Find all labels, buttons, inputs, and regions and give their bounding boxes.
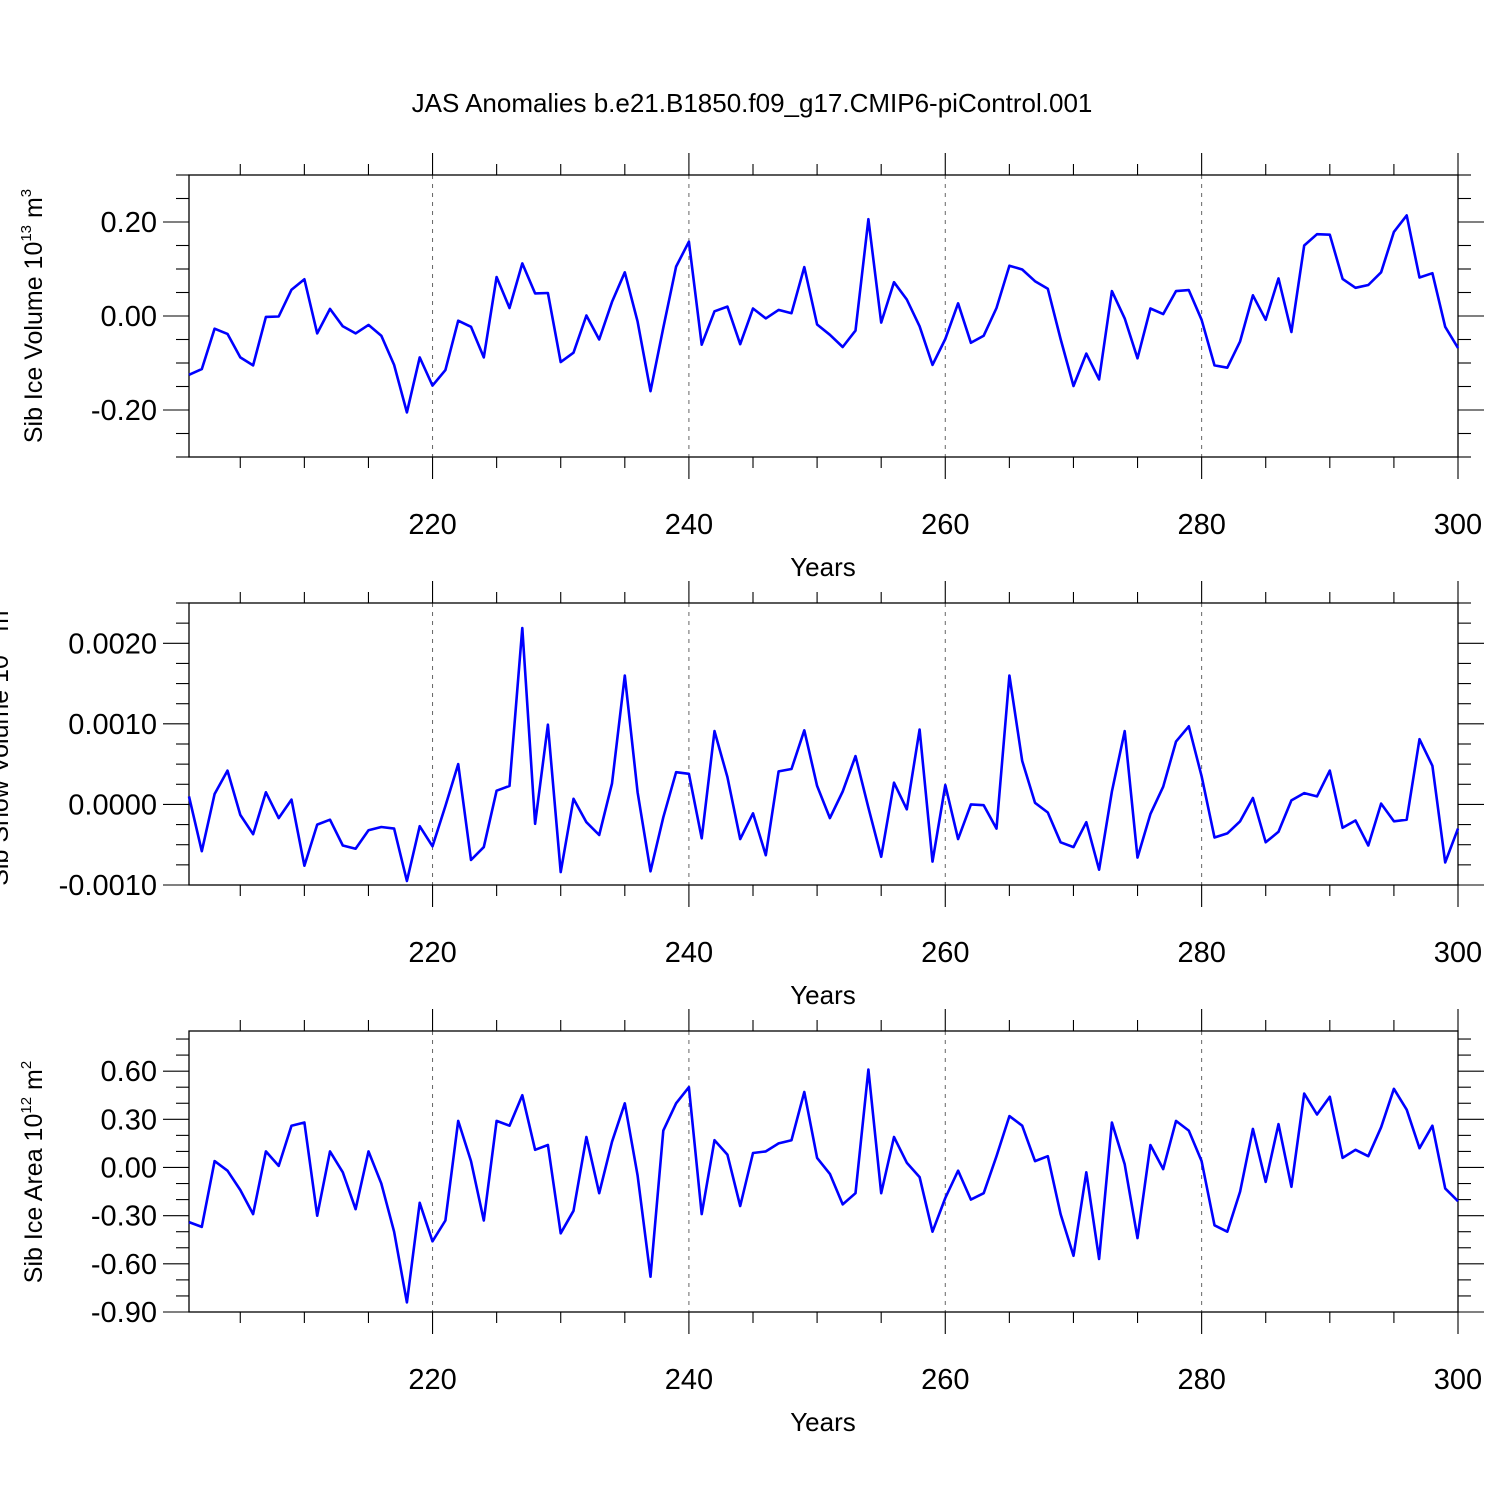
x-tick-label: 220 xyxy=(408,509,456,541)
tick-marks xyxy=(163,1009,1484,1334)
plot-border xyxy=(188,602,1459,886)
panel-ice-volume: -0.20 0.00 0.20 220 240 260 280 300 Years Sib … xyxy=(18,153,1484,582)
y-tick-label: 0.0000 xyxy=(68,789,157,821)
x-tick-label: 260 xyxy=(921,509,969,541)
plot-frame xyxy=(188,602,1459,886)
x-axis-label: Years xyxy=(790,552,856,582)
x-tick-labels: 220 240 260 280 300 xyxy=(408,1364,1482,1396)
x-tick-label: 300 xyxy=(1434,509,1482,541)
y-tick-label: -0.90 xyxy=(91,1297,157,1329)
figure-title: JAS Anomalies b.e21.B1850.f09_g17.CMIP6-… xyxy=(412,88,1093,118)
y-tick-label: -0.60 xyxy=(91,1249,157,1281)
x-tick-labels: 220 240 260 280 300 xyxy=(408,937,1482,969)
series-line-snow-volume xyxy=(187,626,1460,883)
y-tick-label: 0.0010 xyxy=(68,709,157,741)
y-tick-label: -0.30 xyxy=(91,1201,157,1233)
panel-snow-volume: -0.0010 0.0000 0.0010 0.0020 220 240 260 280 30… xyxy=(0,581,1484,1010)
y-tick-label: 0.00 xyxy=(101,1152,157,1184)
plot-border xyxy=(188,1030,1459,1313)
y-tick-labels: -0.20 0.00 0.20 xyxy=(91,207,157,427)
y-axis-label: Sib Ice Volume 1013 m3 xyxy=(18,189,48,443)
data-points xyxy=(188,1069,1459,1303)
y-tick-labels: -0.90 -0.60 -0.30 0.00 0.30 0.60 xyxy=(91,1056,157,1329)
x-grid xyxy=(432,1031,1203,1312)
plot-frame xyxy=(188,1030,1459,1313)
data-points xyxy=(188,215,1459,413)
y-tick-label: 0.00 xyxy=(101,301,157,333)
x-tick-label: 240 xyxy=(665,937,713,969)
y-tick-label: -0.0010 xyxy=(59,870,157,902)
x-tick-label: 260 xyxy=(921,937,969,969)
y-tick-label: 0.20 xyxy=(101,207,157,239)
panel-ice-area: -0.90 -0.60 -0.30 0.00 0.30 0.60 220 240 260 280… xyxy=(18,1009,1484,1437)
x-tick-label: 240 xyxy=(665,509,713,541)
x-tick-label: 280 xyxy=(1177,937,1225,969)
x-tick-label: 260 xyxy=(921,1364,969,1396)
x-tick-label: 280 xyxy=(1177,509,1225,541)
y-tick-labels: -0.0010 0.0000 0.0010 0.0020 xyxy=(59,628,157,902)
y-tick-label: 0.0020 xyxy=(68,628,157,660)
y-axis-label: Sib Snow Volume 1013 m3 xyxy=(0,602,14,886)
x-tick-label: 220 xyxy=(408,937,456,969)
y-axis-label: Sib Ice Area 1012 m2 xyxy=(18,1061,48,1283)
series-line-ice-area xyxy=(188,1068,1459,1304)
tick-marks xyxy=(163,581,1484,907)
x-tick-label: 220 xyxy=(408,1364,456,1396)
x-tick-label: 280 xyxy=(1177,1364,1225,1396)
x-tick-labels: 220 240 260 280 300 xyxy=(408,509,1482,541)
tick-marks xyxy=(163,153,1484,479)
y-tick-label: 0.30 xyxy=(101,1104,157,1136)
y-tick-label: -0.20 xyxy=(91,395,157,427)
x-tick-label: 300 xyxy=(1434,937,1482,969)
x-tick-label: 240 xyxy=(665,1364,713,1396)
x-axis-label: Years xyxy=(790,980,856,1010)
series-line-ice-volume xyxy=(188,214,1460,414)
x-axis-label: Years xyxy=(790,1407,856,1437)
x-tick-label: 300 xyxy=(1434,1364,1482,1396)
x-grid xyxy=(432,175,1203,457)
x-grid xyxy=(432,603,1203,885)
y-tick-label: 0.60 xyxy=(101,1056,157,1088)
data-points xyxy=(188,627,1459,882)
